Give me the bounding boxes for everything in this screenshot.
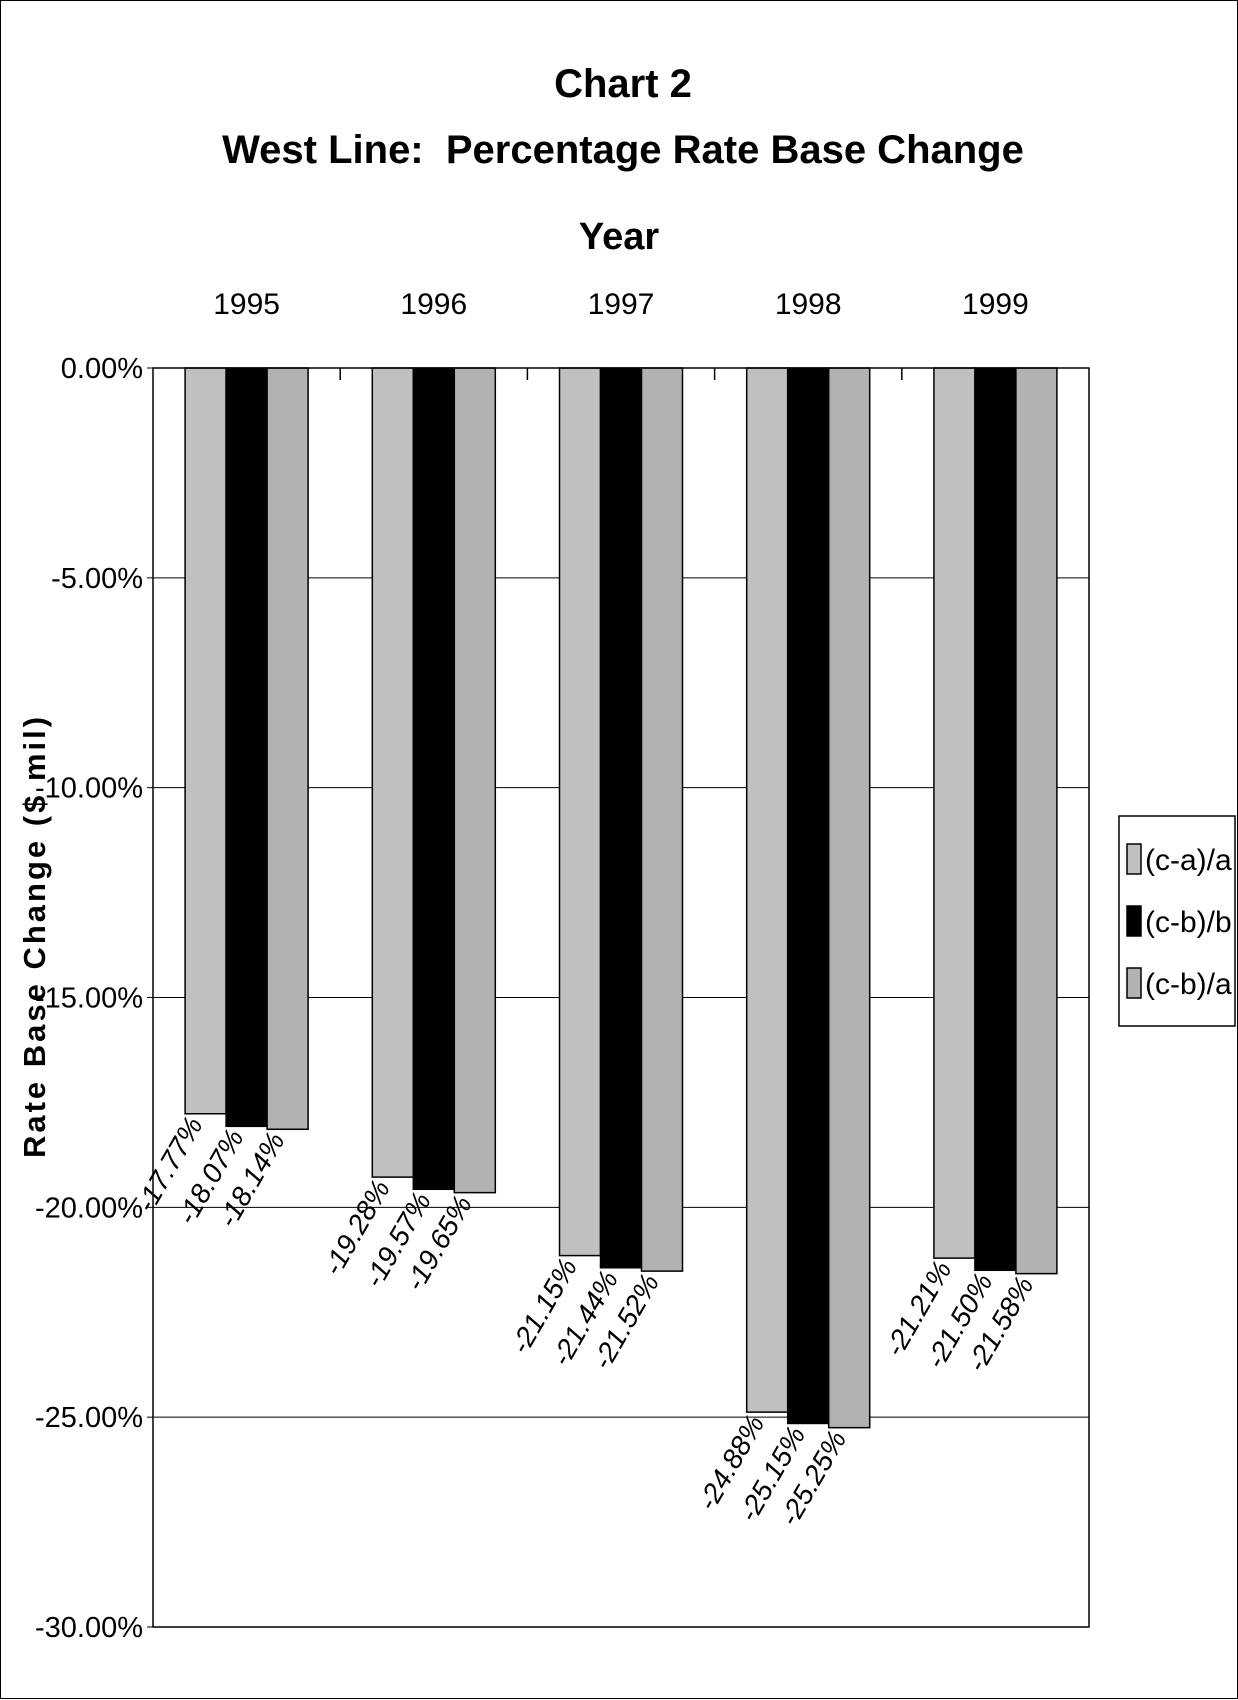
y-tick-label: 0.00% <box>61 353 143 385</box>
axes <box>147 367 1090 1628</box>
category-label: 1997 <box>588 288 655 321</box>
legend-entry: (c-a)/a <box>1145 844 1232 877</box>
legend: (c-a)/a (c-b)/b (c-b)/a <box>1118 815 1236 1027</box>
bar-0-4 <box>933 367 976 1259</box>
bar-0-1 <box>371 367 415 1178</box>
bar-1-0 <box>225 367 268 1128</box>
legend-swatch <box>1126 905 1142 937</box>
y-tick-label: -20.00% <box>35 1192 143 1224</box>
bar-1-3 <box>786 367 830 1425</box>
y-tick-label: -30.00% <box>35 1612 143 1644</box>
category-label: 1995 <box>213 288 280 321</box>
y-tick-label: -15.00% <box>35 983 143 1015</box>
y-tick-label: -25.00% <box>35 1402 143 1434</box>
bar-2-3 <box>827 367 871 1429</box>
y-axis-label: Rate Base Change ($ mil) <box>17 714 52 1158</box>
legend-entry: (c-b)/b <box>1145 906 1232 939</box>
bar-1-4 <box>974 367 1017 1272</box>
bar-0-0 <box>184 367 227 1115</box>
category-label: 1999 <box>962 288 1029 321</box>
bar-2-0 <box>266 367 309 1131</box>
legend-swatch <box>1126 967 1142 999</box>
bar-2-4 <box>1015 367 1058 1275</box>
chart-title: Chart 2 <box>554 62 692 106</box>
bars <box>184 367 1058 1429</box>
bar-1-1 <box>412 367 456 1191</box>
x-axis-label: Year <box>579 216 660 258</box>
legend-entry: (c-b)/a <box>1145 968 1232 1001</box>
bar-2-1 <box>453 367 497 1194</box>
category-labels: 1995 1996 1997 1998 1999 <box>213 288 1029 321</box>
bar-0-3 <box>745 367 789 1413</box>
bar-2-2 <box>640 367 684 1272</box>
legend-swatch <box>1126 843 1142 875</box>
y-tick-label: -10.00% <box>35 773 143 805</box>
category-label: 1998 <box>775 288 842 321</box>
bar-0-2 <box>558 367 602 1257</box>
chart-subtitle: West Line: Percentage Rate Base Change <box>222 128 1024 172</box>
bar-1-2 <box>599 367 643 1269</box>
category-label: 1996 <box>400 288 467 321</box>
y-tick-label: -5.00% <box>51 563 143 595</box>
plot-area <box>152 367 1090 1628</box>
y-tick-labels: 0.00% -5.00% -10.00% -15.00% -20.00% -25.00% -… <box>35 353 143 1644</box>
